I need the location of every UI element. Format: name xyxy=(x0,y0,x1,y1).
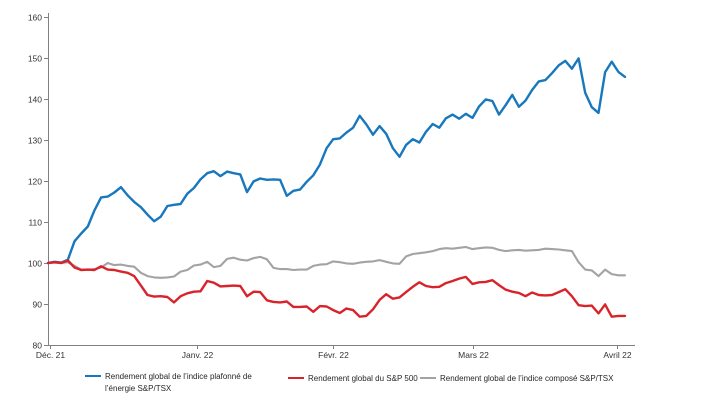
energy-index-line xyxy=(46,57,627,265)
x-axis-tick-label: Avril 22 xyxy=(603,350,631,360)
y-axis-tick-label: 140 xyxy=(28,95,42,105)
legend-item-energy-index: Rendement global de l’indice plafonné de… xyxy=(85,371,269,394)
y-axis-tick-label: 120 xyxy=(28,177,42,187)
legend-swatch-gray-line xyxy=(420,377,436,379)
x-axis-tick-label: Févr. 22 xyxy=(318,350,349,360)
y-axis-tick-label: 160 xyxy=(28,13,42,23)
legend-label: Rendement global de l’indice plafonné de… xyxy=(105,372,252,393)
sp500-line xyxy=(46,259,627,318)
chart-legend: Rendement global de l’indice plafonné de… xyxy=(0,371,706,405)
y-axis-tick-label: 150 xyxy=(28,54,42,64)
legend-item-composite-index: Rendement global de l’indice composé S&P… xyxy=(420,373,613,385)
x-axis-tick-label: Déc. 21 xyxy=(36,350,66,360)
x-axis-tick-label: Mars 22 xyxy=(458,350,489,360)
y-axis-tick-label: 110 xyxy=(28,218,42,228)
legend-item-sp500: Rendement global du S&P 500 xyxy=(288,373,418,385)
y-axis-tick-label: 80 xyxy=(33,341,43,351)
y-axis-tick-label: 90 xyxy=(33,300,43,310)
x-axis-tick-label: Janv. 22 xyxy=(182,350,214,360)
y-axis-tick-label: 100 xyxy=(28,259,42,269)
legend-label: Rendement global du S&P 500 xyxy=(308,374,418,383)
legend-swatch-red-line xyxy=(288,377,304,379)
y-axis-tick-label: 130 xyxy=(28,136,42,146)
composite-index-line xyxy=(46,245,627,279)
legend-swatch-blue-line xyxy=(85,375,101,377)
legend-label: Rendement global de l’indice composé S&P… xyxy=(440,374,614,383)
